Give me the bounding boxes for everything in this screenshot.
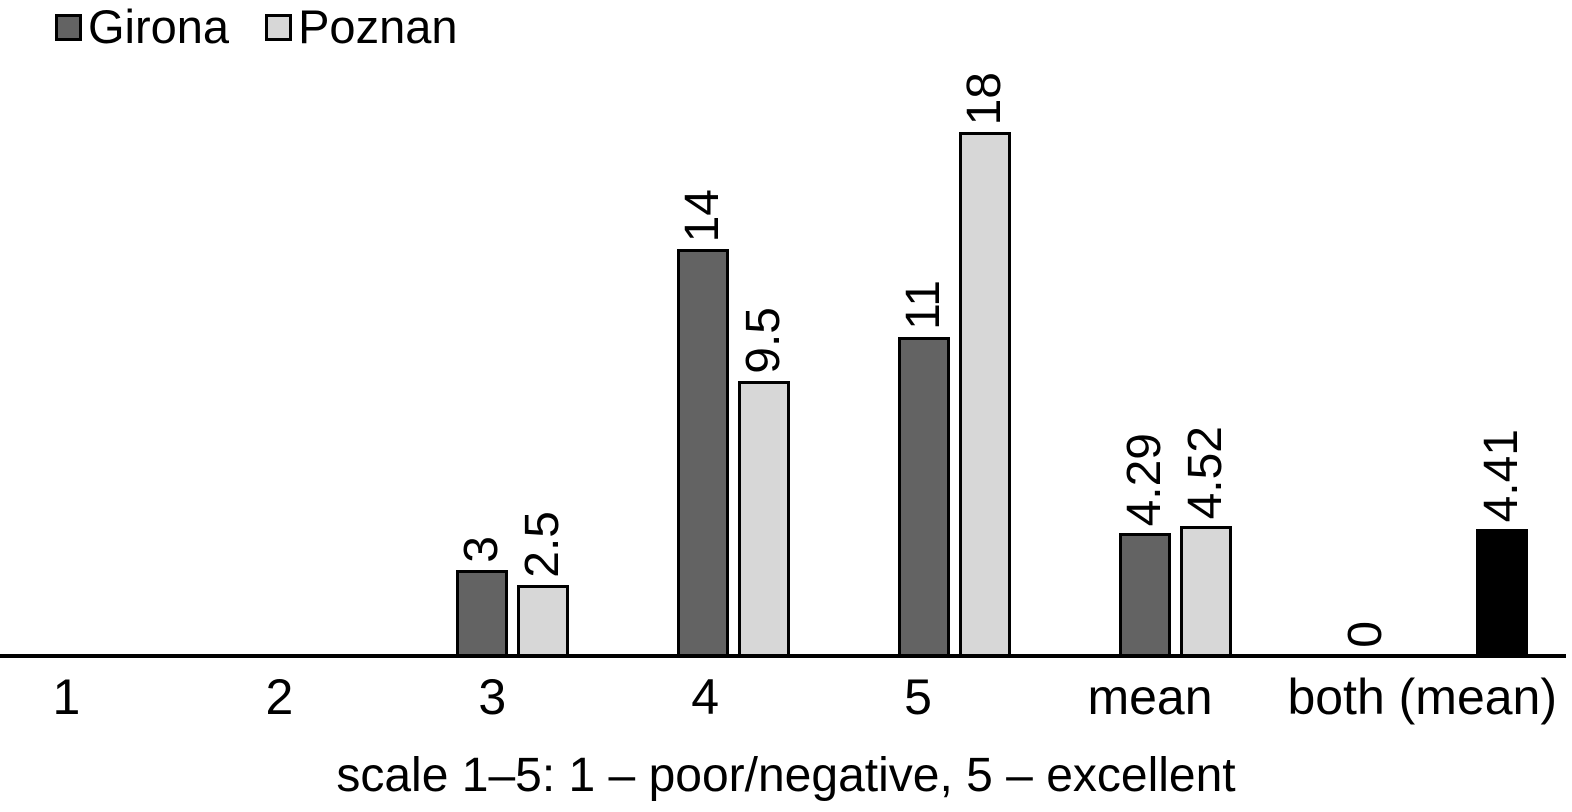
category-slot-2 [181,0,402,658]
legend-label-poznan: Poznan [298,0,458,53]
x-tick-2: 2 [265,669,294,725]
bar-girona-cat-5: 11 [897,280,950,658]
legend-swatch-poznan-icon [265,13,293,41]
bar-value-label-poznan-3: 2.5 [515,511,569,578]
bar-poznan-cat-4: 9.5 [737,307,790,658]
x-tick-both-mean: both (mean) [1287,669,1558,725]
plot-area: 3 2.5 14 9.5 11 18 4.29 4.52 0 4.41 [0,0,1528,658]
bar-value-label-girona-5: 11 [896,280,950,330]
x-tick-mean: mean [1087,669,1213,725]
x-tick-3: 3 [478,669,507,725]
category-slot-both-mean: 0 4.41 [1286,0,1528,658]
category-slot-1 [0,0,181,658]
bar-value-label-poznan-mean: 4.52 [1178,425,1232,519]
bar-poznan-cat-3: 2.5 [516,511,569,658]
category-slot-3: 3 2.5 [402,0,623,658]
bar-value-label-poznan-5: 18 [957,71,1011,125]
legend: Girona Poznan [55,0,457,54]
legend-item-girona: Girona [55,0,229,54]
legend-label-girona: Girona [88,0,230,53]
bar-value-label-girona-both-mean: 0 [1338,621,1392,648]
bar-value-label-both-mean-both-mean: 4.41 [1474,428,1528,522]
bar-poznan-cat-5: 18 [958,72,1011,658]
bar-girona-cat-mean: 4.29 [1118,433,1171,658]
bar-poznan-cat-mean: 4.52 [1179,426,1232,658]
bar-value-label-girona-4: 14 [675,188,729,242]
category-slot-5: 11 18 [844,0,1065,658]
bar-girona-cat-4: 14 [676,189,729,658]
x-axis-ticks: 1 2 3 4 5 mean both (mean) [0,668,1557,726]
category-slot-mean: 4.29 4.52 [1065,0,1286,658]
bar-value-label-poznan-4: 9.5 [736,307,790,374]
legend-item-poznan: Poznan [265,0,457,54]
bar-both-mean-cat-both-mean: 4.41 [1475,429,1528,658]
x-axis-line [0,654,1566,658]
bar-value-label-girona-3: 3 [454,536,508,563]
x-axis-caption: scale 1–5: 1 – poor/negative, 5 – excell… [336,749,1236,802]
x-tick-4: 4 [691,669,720,725]
bar-girona-cat-3: 3 [455,536,508,658]
x-tick-1: 1 [52,669,81,725]
x-tick-5: 5 [904,669,932,725]
legend-swatch-girona-icon [55,13,82,41]
bar-value-label-girona-mean: 4.29 [1117,432,1171,526]
category-slot-4: 14 9.5 [623,0,844,658]
